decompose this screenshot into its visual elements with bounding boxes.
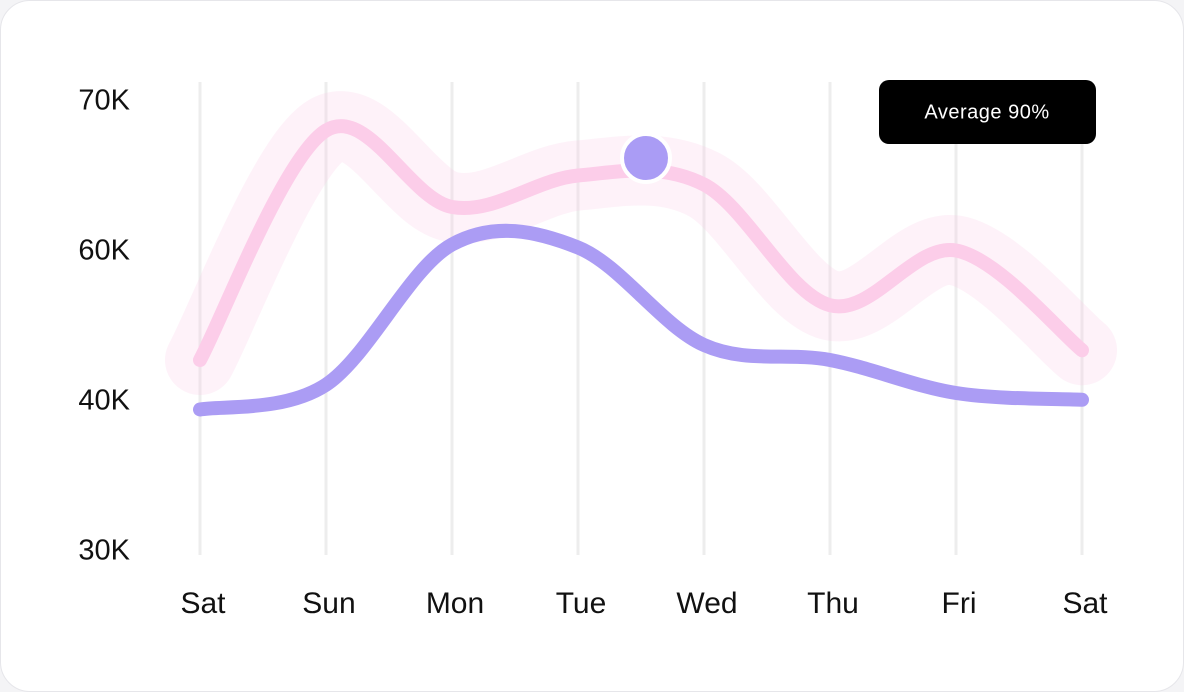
x-tick-label: Fri [942, 587, 977, 620]
y-tick-label: 70K [78, 85, 130, 117]
badge-text: Average 90% [924, 101, 1049, 123]
x-tick-label: Thu [807, 587, 859, 620]
x-tick-label: Sat [1062, 587, 1108, 620]
y-tick-label: 30K [78, 535, 130, 567]
x-tick-label: Tue [556, 587, 607, 620]
y-tick-label: 60K [78, 235, 130, 267]
y-tick-label: 40K [78, 385, 130, 417]
x-tick-label: Mon [426, 587, 484, 620]
grid [198, 82, 1084, 555]
x-tick-label: Wed [676, 587, 737, 620]
hover-dot [620, 132, 672, 184]
badge [879, 80, 1096, 144]
x-tick-label: Sun [302, 587, 355, 620]
series-line [193, 223, 1089, 417]
x-tick-label: Sat [180, 587, 226, 620]
